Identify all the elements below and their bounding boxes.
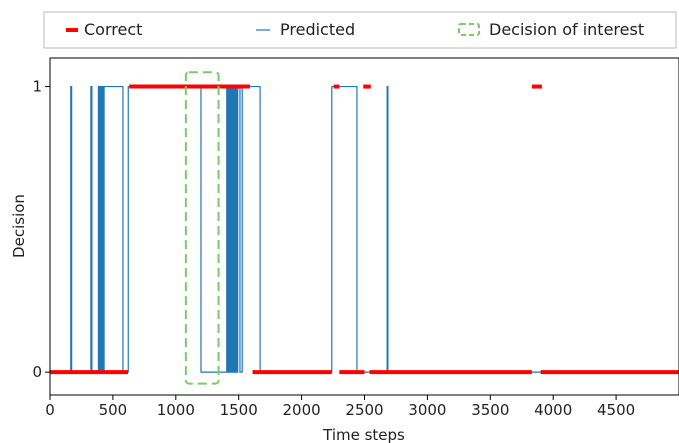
x-tick-label-0: 0 <box>45 401 55 419</box>
legend: Correct Predicted Decision of interest <box>43 11 677 49</box>
decision-of-interest-box-0 <box>184 71 220 385</box>
y-tick-label-0: 0 <box>32 363 42 381</box>
x-tick-label-4: 2000 <box>283 401 321 419</box>
x-ticks: 0 500 1000 1500 2000 2500 3000 3500 4000 4500 <box>45 395 635 419</box>
y-ticks: 01 <box>32 78 50 381</box>
annotations <box>184 71 220 385</box>
correct-series <box>50 84 679 375</box>
x-tick-label-8: 4000 <box>534 401 572 419</box>
predicted-line <box>50 85 679 373</box>
legend-label-decision-of-interest: Decision of interest <box>489 20 644 39</box>
legend-label-correct: Correct <box>84 20 142 39</box>
legend-swatch-decision-of-interest <box>458 23 480 36</box>
legend-frame <box>43 11 677 49</box>
x-tick-label-1: 500 <box>99 401 128 419</box>
plot-frame <box>49 57 679 396</box>
x-tick-label-2: 1000 <box>157 401 195 419</box>
x-tick-label-5: 2500 <box>345 401 383 419</box>
y-tick-label-1: 1 <box>32 78 42 96</box>
legend-label-predicted: Predicted <box>280 20 355 39</box>
x-axis-label: Time steps <box>322 426 405 443</box>
x-tick-label-7: 3500 <box>471 401 509 419</box>
x-tick-label-9: 4500 <box>597 401 635 419</box>
x-tick-label-3: 1500 <box>220 401 258 419</box>
predicted-series <box>50 85 679 373</box>
y-axis-label: Decision <box>10 194 28 258</box>
x-tick-label-6: 3000 <box>408 401 446 419</box>
